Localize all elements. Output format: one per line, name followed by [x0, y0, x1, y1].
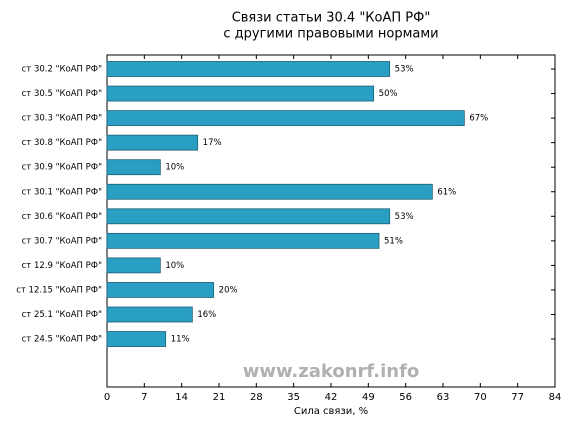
chart-subtitle: с другими правовыми нормами — [223, 27, 438, 42]
y-tick-label: ст 30.5 "КоАП РФ" — [22, 89, 102, 99]
bar — [106, 306, 193, 323]
bar — [106, 282, 215, 298]
y-tick-label: ст 25.1 "КоАП РФ" — [22, 310, 102, 320]
x-tick-label: 0 — [104, 392, 110, 403]
value-label: 53% — [395, 212, 414, 222]
bar — [106, 110, 465, 126]
x-tick-label: 77 — [511, 392, 524, 403]
y-tick-label: ст 24.5 "КоАП РФ" — [22, 335, 102, 345]
x-tick-label: 70 — [474, 392, 487, 403]
x-tick-label: 7 — [141, 392, 147, 403]
chart-title: Связи статьи 30.4 "КоАП РФ" — [232, 11, 431, 26]
y-tick-label: ст 30.8 "КоАП РФ" — [22, 138, 102, 148]
value-label: 10% — [165, 261, 184, 271]
y-tick-label: ст 12.9 "КоАП РФ" — [22, 261, 102, 271]
bar — [106, 232, 380, 249]
value-label: 16% — [197, 310, 216, 320]
y-tick-label: ст 30.3 "КоАП РФ" — [22, 114, 102, 124]
x-tick-label: 28 — [250, 392, 263, 403]
y-tick-label: ст 30.7 "КоАП РФ" — [22, 236, 102, 246]
x-tick-label: 35 — [287, 392, 300, 403]
bar — [106, 208, 391, 225]
x-tick-label: 63 — [437, 392, 450, 403]
x-tick-label: 21 — [213, 392, 226, 403]
value-label: 17% — [203, 138, 222, 148]
x-tick-label: 84 — [549, 392, 562, 403]
x-tick-label: 49 — [362, 392, 375, 403]
value-label: 20% — [219, 285, 238, 295]
y-tick-label: ст 30.9 "КоАП РФ" — [22, 163, 102, 173]
y-tick-label: ст 30.1 "КоАП РФ" — [22, 187, 102, 197]
value-label: 61% — [437, 187, 456, 197]
value-label: 53% — [395, 65, 414, 75]
value-label: 51% — [384, 236, 403, 246]
watermark: www.zakonrf.info — [243, 361, 420, 382]
y-tick-label: ст 12.15 "КоАП РФ" — [16, 285, 102, 295]
y-tick-label: ст 30.6 "КоАП РФ" — [22, 212, 102, 222]
value-label: 67% — [469, 114, 488, 124]
y-tick-label: ст 30.2 "КоАП РФ" — [22, 65, 102, 75]
bar — [106, 331, 167, 347]
bar — [106, 134, 199, 151]
value-label: 50% — [379, 89, 398, 99]
x-tick-label: 42 — [325, 392, 338, 403]
value-label: 11% — [171, 335, 190, 345]
bar — [106, 159, 161, 176]
x-tick-label: 56 — [399, 392, 412, 403]
x-tick-label: 14 — [175, 392, 188, 403]
bar — [106, 61, 391, 77]
bar — [106, 85, 375, 102]
bar — [106, 257, 161, 274]
x-axis-label: Сила связи, % — [294, 406, 368, 417]
bar — [106, 183, 433, 200]
value-label: 10% — [165, 163, 184, 173]
